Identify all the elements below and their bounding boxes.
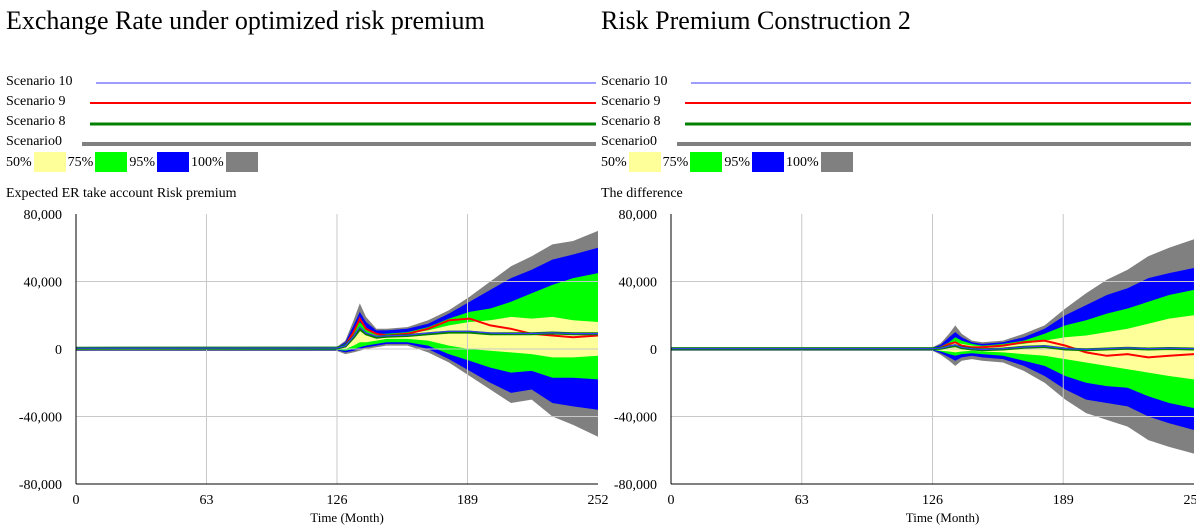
y-tick-label: -40,000 bbox=[19, 411, 62, 426]
y-tick-label: 0 bbox=[650, 343, 657, 358]
y-tick-label: 40,000 bbox=[619, 276, 658, 291]
legend-scenario-0: Scenario0 bbox=[601, 133, 1191, 151]
legend-label: Scenario0 bbox=[6, 133, 66, 151]
legend-scenario-8: Scenario 8 bbox=[6, 113, 596, 131]
band-legend: 50% 75% 95% 100% bbox=[6, 151, 260, 175]
x-axis-label: Time (Month) bbox=[906, 510, 980, 525]
legend-scenario-10: Scenario 10 bbox=[6, 73, 596, 91]
chart-title: Risk Premium Construction 2 bbox=[601, 6, 911, 35]
band-swatch-95 bbox=[752, 151, 785, 172]
y-tick-label: 0 bbox=[55, 343, 62, 358]
x-tick-label: 63 bbox=[795, 493, 809, 508]
legend-line-scenario-9 bbox=[685, 102, 1191, 104]
legend-label: Scenario 10 bbox=[6, 73, 77, 91]
chart-panel-right: Risk Premium Construction 2 Scenario 10 … bbox=[595, 0, 1196, 529]
legend-line-scenario-10 bbox=[691, 82, 1191, 84]
confidence-band-50 bbox=[671, 315, 1194, 380]
legend-line-scenario-10 bbox=[96, 82, 596, 84]
x-tick-label: 0 bbox=[668, 493, 675, 508]
legend-scenario-9: Scenario 9 bbox=[601, 93, 1191, 111]
band-swatch-50 bbox=[33, 151, 66, 172]
legend-label: Scenario0 bbox=[601, 133, 661, 151]
legend-label: Scenario 8 bbox=[601, 113, 665, 131]
band-swatch-75 bbox=[95, 151, 128, 172]
y-axis-label: The difference bbox=[601, 186, 683, 201]
band-label: 100% bbox=[786, 155, 819, 170]
series-line-scenario-10 bbox=[671, 344, 1195, 351]
series-line-scenario-9 bbox=[671, 339, 1195, 359]
legend-scenario-8: Scenario 8 bbox=[601, 113, 1191, 131]
x-tick-label: 0 bbox=[73, 493, 80, 508]
chart-panel-left: Exchange Rate under optimized risk premi… bbox=[6, 6, 609, 525]
legend-line-scenario-0 bbox=[82, 142, 596, 146]
band-label: 75% bbox=[662, 155, 689, 170]
legend-label: Scenario 9 bbox=[601, 93, 665, 111]
legend-line-scenario-9 bbox=[90, 102, 596, 104]
y-tick-label: -80,000 bbox=[19, 478, 62, 493]
x-tick-label: 126 bbox=[922, 493, 943, 508]
x-axis-label: Time (Month) bbox=[310, 510, 384, 525]
legend-line-scenario-8 bbox=[90, 122, 596, 126]
x-tick-label: 252 bbox=[588, 493, 609, 508]
y-axis-label: Expected ER take account Risk premium bbox=[6, 186, 237, 201]
band-label: 95% bbox=[724, 155, 751, 170]
band-swatch-100 bbox=[225, 151, 258, 172]
band-swatch-100 bbox=[820, 151, 853, 172]
chart-plot-left: 80,000 40,000 0 -40,000 -80,000 0 63 126 189 252 T… bbox=[19, 208, 609, 525]
y-tick-label: -40,000 bbox=[614, 411, 657, 426]
series-line-scenario-10 bbox=[75, 326, 598, 349]
legend-label: Scenario 9 bbox=[6, 93, 70, 111]
band-label: 95% bbox=[129, 155, 156, 170]
legend-scenario-0: Scenario0 bbox=[6, 133, 596, 151]
legend-label: Scenario 10 bbox=[601, 73, 672, 91]
x-tick-label: 126 bbox=[327, 493, 348, 508]
legend-line-scenario-8 bbox=[685, 122, 1191, 126]
x-tick-label: 63 bbox=[200, 493, 214, 508]
legend-line-scenario-0 bbox=[677, 142, 1191, 146]
legend-scenario-9: Scenario 9 bbox=[6, 93, 596, 111]
legend-scenario-10: Scenario 10 bbox=[601, 73, 1191, 91]
band-label: 100% bbox=[191, 155, 224, 170]
x-tick-label: 252 bbox=[1184, 493, 1196, 508]
band-legend: 50% 75% 95% 100% bbox=[601, 151, 855, 175]
band-label: 50% bbox=[6, 155, 32, 170]
y-tick-label: 80,000 bbox=[619, 208, 658, 223]
legend-label: Scenario 8 bbox=[6, 113, 70, 131]
band-label: 50% bbox=[601, 155, 627, 170]
x-tick-label: 189 bbox=[1053, 493, 1074, 508]
chart-plot-right: 80,000 40,000 0 -40,000 -80,000 0 63 126 189 252 T… bbox=[614, 208, 1196, 525]
x-tick-label: 189 bbox=[457, 493, 478, 508]
y-tick-label: -80,000 bbox=[614, 478, 657, 493]
band-swatch-75 bbox=[690, 151, 723, 172]
y-tick-label: 80,000 bbox=[24, 208, 63, 223]
band-swatch-50 bbox=[628, 151, 661, 172]
band-swatch-95 bbox=[157, 151, 190, 172]
band-label: 75% bbox=[67, 155, 94, 170]
chart-title: Exchange Rate under optimized risk premi… bbox=[6, 6, 485, 35]
y-tick-label: 40,000 bbox=[24, 276, 63, 291]
